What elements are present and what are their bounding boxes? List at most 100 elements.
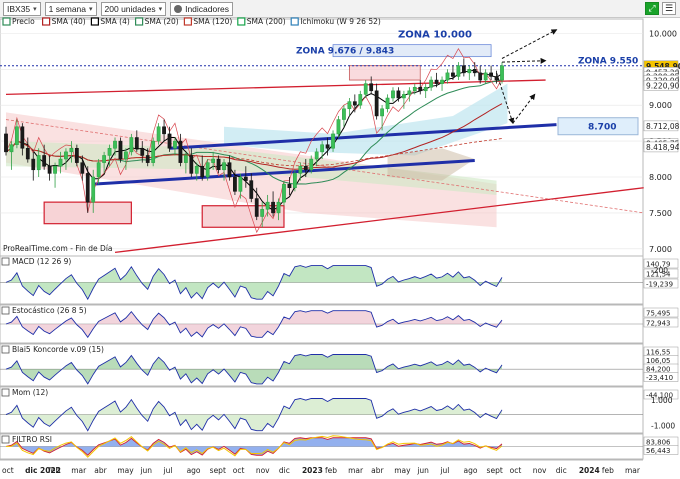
candle-body (145, 155, 150, 163)
blue-trendline-upper (169, 123, 557, 150)
indicator-line (5, 265, 503, 301)
legend-swatch (90, 17, 100, 26)
candle-body (151, 140, 156, 163)
x-tick-label: abr (94, 466, 107, 475)
x-tick-label: dic (556, 466, 567, 475)
annotation-8700: 8.700 (588, 123, 616, 133)
candle-body (472, 69, 477, 74)
legend-swatch (41, 17, 51, 26)
candle-body (483, 72, 488, 81)
chart-toolbar: IBX35 ▾ 1 semana ▾ 200 unidades ▾ Indica… (0, 0, 680, 18)
ichimoku-cloud (224, 83, 508, 156)
candle-body (396, 90, 401, 99)
candle-body (451, 72, 455, 77)
candle-body (287, 183, 292, 189)
candle-body (183, 155, 188, 163)
x-tick-label: sept (210, 466, 226, 475)
x-tick-label: nov (533, 466, 547, 475)
candle-body (36, 155, 41, 171)
x-tick-label: may (117, 466, 134, 475)
indicators-icon (174, 4, 183, 13)
price-label: 8.418,94 (646, 143, 680, 152)
symbol-label: IBX35 (7, 3, 31, 14)
price-label-box (643, 80, 679, 91)
window-controls: ⤢ ☰ (645, 2, 676, 15)
panel-legend-swatch (1, 345, 10, 354)
panel-legend-swatch (1, 388, 10, 397)
candle-body (265, 201, 270, 210)
indicator-area (6, 398, 502, 431)
candle-body (173, 140, 177, 149)
candle-body (15, 126, 19, 145)
indicator-value-box (643, 268, 679, 279)
legend-swatch (135, 17, 144, 26)
candle-body (42, 155, 47, 167)
expand-icon[interactable]: ⤢ (645, 2, 659, 15)
x-tick-label: sept (487, 466, 503, 475)
candle-body (407, 90, 412, 95)
candle-body (369, 83, 374, 92)
period-selector[interactable]: 1 semana ▾ (44, 1, 97, 16)
candle-body (429, 79, 434, 88)
trendline-dashed (5, 119, 644, 214)
candle-body (216, 158, 221, 171)
period-label: 1 semana (48, 3, 87, 14)
symbol-selector[interactable]: IBX35 ▾ (3, 1, 41, 16)
legend-swatch (2, 17, 11, 26)
annotation-8700-box (557, 117, 639, 136)
x-tick-label: feb (602, 466, 614, 475)
candle-body (434, 79, 439, 84)
projection-arrow-1 (501, 57, 547, 64)
candle-body (20, 126, 25, 149)
indicator-value-label: 56,443 (646, 447, 671, 455)
indicator-value-box (643, 258, 679, 269)
indicator-value-label: -19,239 (646, 281, 673, 289)
panel-legend-swatch (1, 306, 10, 315)
indicator-panel-title: MACD (12 26 9) (12, 257, 71, 266)
candle-body (249, 180, 254, 199)
indicators-button[interactable]: Indicadores (170, 1, 234, 16)
x-tick-label: feb (48, 466, 60, 475)
x-tick-label: dic (279, 466, 290, 475)
candle-body (461, 65, 466, 74)
settings-icon[interactable]: ☰ (662, 2, 676, 15)
price-label: 8.712,08 (646, 122, 680, 131)
candle-body (91, 176, 96, 203)
x-tick-label: ago (463, 466, 477, 475)
candle-body (494, 76, 499, 81)
price-label-box (643, 141, 679, 153)
candle-body (347, 101, 352, 110)
x-tick-label: oct (233, 466, 245, 475)
x-tick-label: 2024 (579, 466, 600, 475)
legend-label: SMA (200) (247, 17, 286, 26)
candle-body (205, 162, 210, 178)
candle-body (58, 158, 63, 167)
candle-body (342, 108, 346, 120)
candle-body (222, 162, 226, 171)
y-tick-label: 10.000 (649, 29, 677, 38)
x-tick-label: 2023 (302, 466, 323, 475)
legend-swatch (290, 17, 299, 26)
x-tick-label: may (394, 466, 411, 475)
x-tick-label: mar (71, 466, 87, 475)
indicator-area (6, 310, 502, 338)
chevron-down-icon: ▾ (158, 5, 163, 13)
units-selector[interactable]: 200 unidades ▾ (100, 1, 167, 16)
candle-body (423, 86, 428, 92)
projection-arrow-3 (496, 72, 515, 125)
y-tick-label: 7.000 (649, 245, 672, 254)
indicator-value-box (643, 372, 679, 382)
candle-body (331, 133, 335, 149)
legend-label: SMA (40) (52, 17, 86, 26)
candle-body (124, 151, 128, 160)
candle-body (31, 158, 36, 171)
candle-body (380, 108, 384, 117)
indicator-value-box (643, 389, 679, 400)
candle-body (9, 144, 14, 153)
candle-body (47, 165, 52, 174)
candle-body (363, 83, 368, 95)
x-tick-label: nov (256, 466, 270, 475)
candle-body (298, 165, 303, 174)
candle-body (80, 162, 85, 174)
